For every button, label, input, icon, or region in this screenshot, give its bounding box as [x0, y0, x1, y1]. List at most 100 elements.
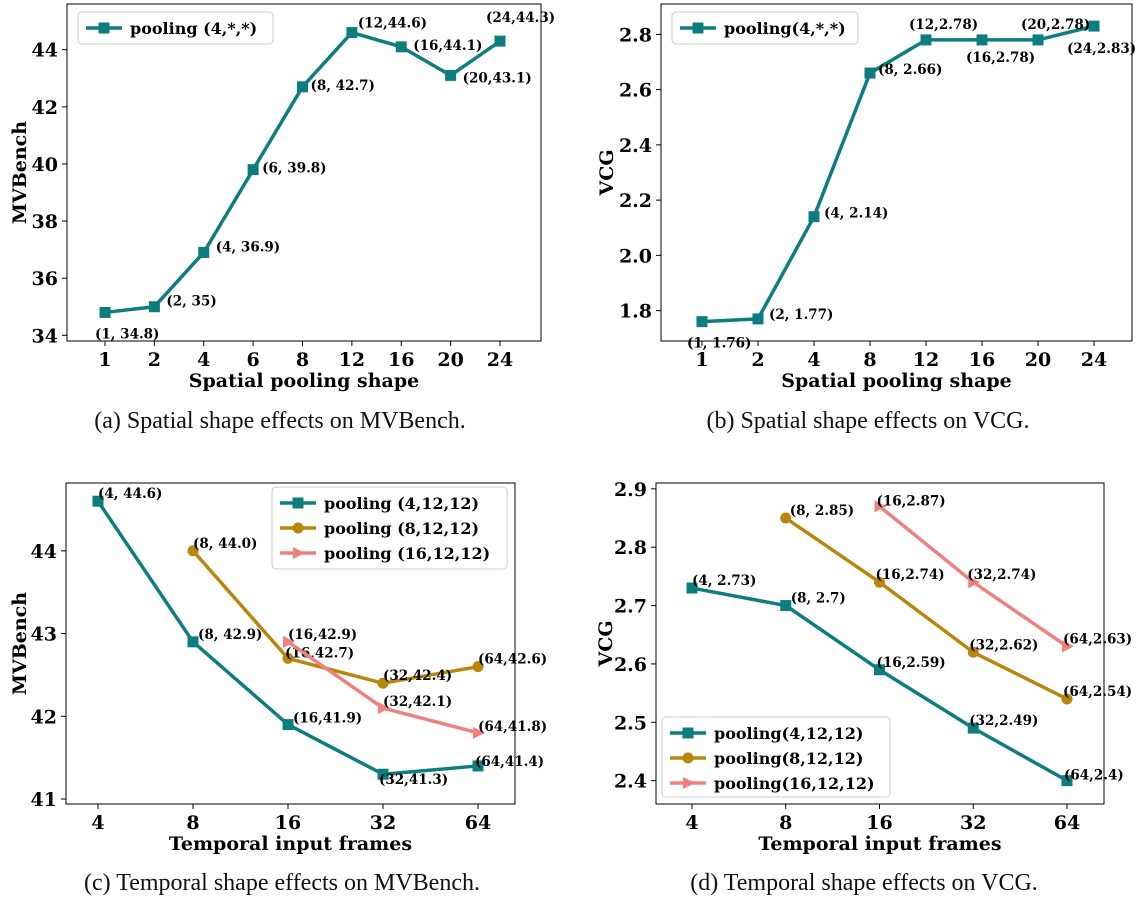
x-tick-label: 16 [275, 812, 301, 834]
legend-d: pooling(4,12,12) pooling(8,12,12) pooling(… [661, 716, 891, 798]
data-point [967, 722, 979, 734]
x-axis-label: Temporal input frames [758, 833, 1001, 855]
data-label: (16,2.59) [877, 655, 946, 671]
data-point [187, 545, 199, 557]
data-point [874, 664, 885, 676]
data-label: (16,2.78) [966, 50, 1035, 66]
chart-c: 4 8 16 32 64 41 42 43 44 Temporal input frames MVB… [9, 482, 547, 855]
data-label: (8, 2.85) [790, 503, 854, 519]
y-tick-label: 44 [31, 541, 57, 563]
legend-a: pooling (4,*,*) [77, 11, 274, 45]
x-tick-label: 1 [98, 349, 111, 371]
y-tick-label: 2.0 [619, 245, 652, 267]
data-point [377, 677, 389, 689]
y-tick-label: 2.2 [619, 190, 652, 212]
x-tick-label: 4 [91, 812, 104, 834]
data-label: (4, 36.9) [216, 239, 280, 255]
data-label: (64,42.6) [478, 652, 547, 668]
y-tick-label: 2.5 [614, 712, 647, 734]
x-tick-label: 12 [913, 349, 939, 371]
y-axis-label: VCG [595, 620, 617, 667]
data-label: (8, 42.7) [311, 78, 375, 94]
legend-label: pooling (4,*,*) [130, 19, 257, 38]
caption-c: (c) Temporal shape effects on MVBench. [84, 870, 480, 896]
data-point [864, 67, 876, 79]
y-tick-label: 2.6 [614, 654, 647, 676]
data-point [696, 316, 708, 328]
y-axis-label: MVBench [9, 121, 31, 224]
data-point [968, 576, 981, 589]
plot-frame-c [65, 482, 516, 805]
x-tick-label: 8 [779, 812, 792, 834]
caption-d: (d) Temporal shape effects on VCG. [690, 870, 1038, 896]
legend-label: pooling(4,12,12) [714, 724, 863, 743]
x-tick-label: 24 [1081, 349, 1107, 371]
data-label: (16,2.74) [876, 567, 945, 583]
data-point [752, 313, 764, 325]
data-point [1061, 693, 1073, 705]
data-point [780, 600, 792, 612]
data-point [473, 726, 485, 739]
x-tick-label: 2 [751, 349, 764, 371]
data-label: (1, 34.8) [95, 326, 159, 342]
data-point [187, 636, 199, 648]
y-tick-label: 42 [32, 97, 58, 119]
x-tick-label: 4 [197, 349, 210, 371]
y-axis-label: MVBench [9, 592, 31, 695]
data-label: (16,41.9) [293, 711, 362, 727]
legend-marker [683, 777, 695, 789]
data-point [92, 495, 104, 507]
legend-marker [682, 752, 694, 764]
y-tick-label: 36 [32, 268, 58, 290]
x-tick-label: 16 [388, 349, 414, 371]
data-label: (16,42.9) [288, 627, 357, 643]
y-tick-label: 2.7 [614, 596, 647, 618]
data-point [99, 306, 111, 318]
legend-b: pooling(4,*,*) [671, 11, 859, 45]
x-tick-label: 6 [247, 349, 260, 371]
caption-a: (a) Spatial shape effects on MVBench. [94, 408, 466, 434]
legend-marker [692, 22, 704, 34]
data-label: (4, 2.14) [824, 206, 888, 222]
y-tick-label: 38 [32, 211, 58, 233]
y-tick-label: 1.8 [619, 301, 652, 323]
data-label: (32,2.74) [967, 567, 1036, 583]
y-tick-label: 43 [31, 624, 57, 646]
x-tick-label: 20 [437, 349, 463, 371]
data-label: (4, 2.73) [692, 573, 756, 589]
data-point [377, 768, 389, 780]
data-point [1062, 640, 1074, 653]
series-line-2 [191, 549, 479, 685]
data-point [198, 246, 210, 258]
legend-label: pooling(16,12,12) [714, 774, 875, 793]
data-point [282, 652, 294, 664]
data-label: (64,41.4) [475, 754, 544, 770]
x-tick-label: 12 [339, 349, 365, 371]
data-label: (20,43.1) [463, 70, 532, 86]
data-point [686, 582, 698, 594]
data-label: (24,44.3) [486, 10, 555, 26]
x-tick-label: 1 [695, 349, 708, 371]
data-point [1032, 34, 1044, 46]
data-point [395, 41, 407, 53]
y-tick-label: 2.8 [619, 24, 652, 46]
data-point [472, 661, 484, 673]
legend-marker [98, 22, 110, 34]
data-point [874, 576, 885, 588]
data-point [282, 719, 294, 731]
data-label: (32,2.49) [969, 713, 1038, 729]
x-tick-label: 32 [370, 812, 396, 834]
legend-c: pooling (4,12,12) pooling (8,12,12) poolin… [271, 486, 508, 570]
data-label: (8, 44.0) [193, 536, 257, 552]
caption-b: (b) Spatial shape effects on VCG. [706, 408, 1030, 434]
data-point [967, 646, 979, 658]
legend-marker [682, 727, 694, 739]
legend-marker [292, 497, 304, 509]
data-label: (20,2.78) [1021, 17, 1090, 33]
data-point [283, 635, 295, 648]
data-point [1088, 20, 1100, 32]
y-tick-label: 40 [32, 154, 58, 176]
